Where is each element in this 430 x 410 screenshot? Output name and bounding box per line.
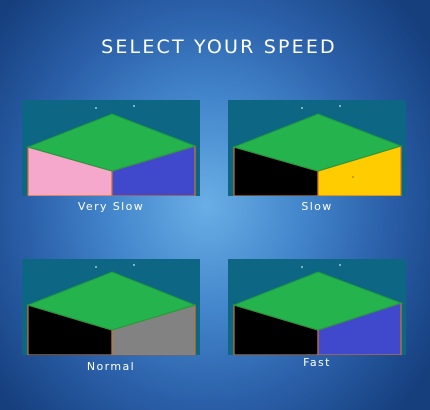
speed-option-slow[interactable]: Slow (228, 100, 406, 216)
top-face (26, 271, 197, 331)
speed-label-very-slow[interactable]: Very Slow (77, 200, 145, 213)
speed-label-normal[interactable]: Normal (86, 360, 136, 373)
preview-dot (301, 107, 303, 109)
speed-option-normal[interactable]: Normal (22, 259, 200, 377)
preview-dot (339, 105, 341, 107)
speed-label-slow[interactable]: Slow (301, 200, 333, 213)
top-face (232, 271, 403, 331)
preview-dot (301, 266, 303, 268)
speed-preview-very-slow[interactable] (22, 100, 200, 196)
preview-dot (133, 105, 135, 107)
page-title: SELECT YOUR SPEED (101, 36, 337, 58)
speed-preview-slow[interactable] (228, 100, 406, 196)
speed-label-fast[interactable]: Fast (303, 356, 331, 369)
speed-preview-fast[interactable] (228, 259, 406, 355)
speed-option-very-slow[interactable]: Very Slow (22, 100, 200, 216)
face-dot (352, 176, 354, 178)
preview-dot (95, 107, 97, 109)
preview-dot (95, 266, 97, 268)
preview-dot (133, 264, 135, 266)
speed-option-fast[interactable]: Fast (228, 259, 406, 377)
preview-dot (339, 264, 341, 266)
top-face (26, 113, 197, 172)
top-face (232, 113, 403, 172)
speed-preview-normal[interactable] (22, 259, 200, 355)
